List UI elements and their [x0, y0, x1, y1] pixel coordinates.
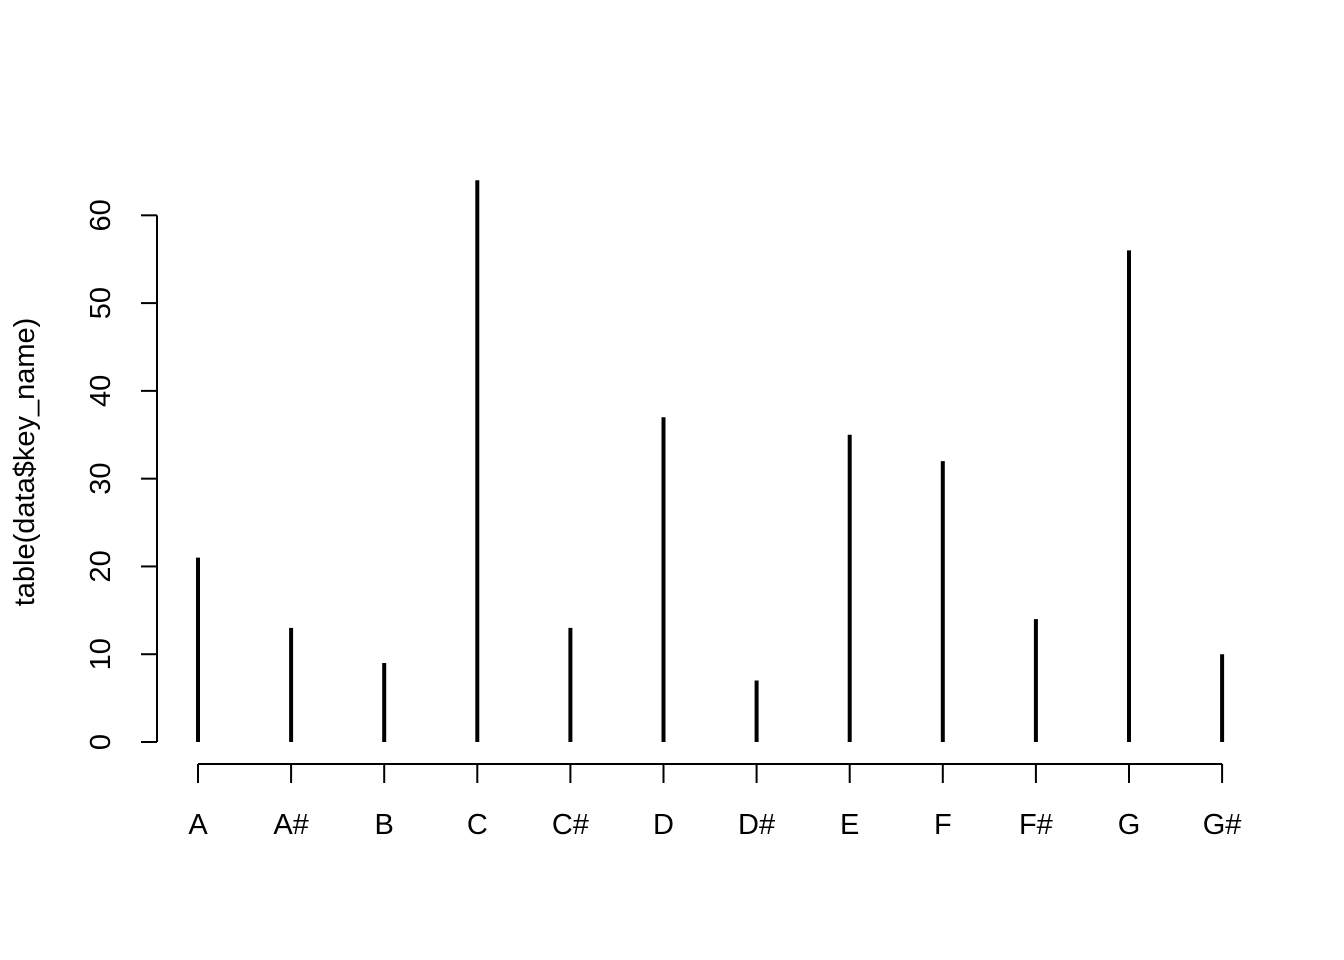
- y-tick-label: 0: [85, 734, 117, 750]
- x-tick-label: D#: [738, 809, 775, 841]
- x-tick-label: G#: [1203, 809, 1242, 841]
- x-tick-label: C: [467, 809, 488, 841]
- x-tick-label: F: [934, 809, 952, 841]
- y-tick-label: 50: [85, 287, 117, 319]
- x-tick-label: B: [375, 809, 394, 841]
- y-axis-label: table(data$key_name): [9, 318, 41, 607]
- x-tick-label: G: [1118, 809, 1141, 841]
- y-tick-label: 40: [85, 375, 117, 407]
- x-tick-label: E: [840, 809, 859, 841]
- x-tick-label: C#: [552, 809, 589, 841]
- y-tick-label: 30: [85, 463, 117, 495]
- bars: [196, 180, 1225, 742]
- x-tick-label: A#: [273, 809, 308, 841]
- x-axis: A A# B C C# D D# E F F# G G#: [188, 763, 1242, 841]
- x-tick-label: A: [188, 809, 208, 841]
- x-tick-label: F#: [1019, 809, 1053, 841]
- y-tick-label: 10: [85, 638, 117, 670]
- y-axis: 0 10 20 30 40 50 60: [85, 199, 158, 750]
- y-tick-label: 60: [85, 199, 117, 231]
- y-tick-label: 20: [85, 550, 117, 582]
- x-tick-label: D: [653, 809, 674, 841]
